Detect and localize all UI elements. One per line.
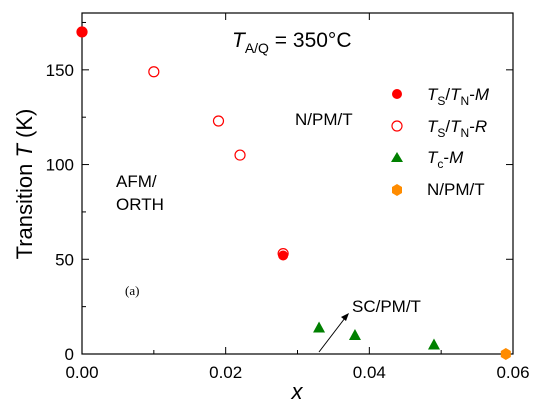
data-point-series-2 — [234, 149, 246, 161]
data-point-series-3 — [348, 329, 361, 341]
y-tick-label: 100 — [46, 156, 74, 175]
annotation-arrow — [318, 317, 346, 353]
chart-title: TA/Q = 350°C — [232, 29, 352, 56]
legend-label-3: Tc-M — [427, 148, 464, 171]
x-tick-label: 0.06 — [496, 363, 529, 382]
legend-label-4: N/PM/T — [427, 180, 485, 199]
legend-entry-3: Tc-M — [391, 148, 464, 171]
y-axis-label-post: (K) — [12, 109, 37, 144]
legend-label-1: TS/TN-M — [427, 85, 490, 108]
annotation-afm: AFM/ — [116, 172, 157, 191]
panel-label: (a) — [125, 283, 139, 298]
data-point-series-2 — [76, 26, 88, 38]
y-tick-label: 50 — [55, 250, 74, 269]
y-axis-label-var: T — [12, 143, 37, 158]
legend-marker-1 — [392, 89, 402, 99]
annotation-orth: ORTH — [116, 195, 164, 214]
legend-marker-2 — [391, 120, 403, 132]
legend-label-2: TS/TN-R — [427, 117, 487, 140]
legend-marker-4 — [392, 184, 402, 196]
annotation-arrowhead — [341, 313, 349, 321]
legend-marker-3 — [391, 152, 403, 162]
y-tick-label: 0 — [65, 345, 74, 364]
data-point-series-1 — [77, 26, 87, 37]
y-axis-label: Transition T (K) — [12, 109, 37, 260]
x-tick-label: 0.04 — [353, 363, 386, 382]
x-axis-label: x — [291, 379, 304, 404]
chart-title-rest: = 350°C — [269, 29, 352, 52]
annotation-scpmt: SC/PM/T — [352, 297, 421, 316]
data-point-series-3 — [313, 321, 326, 333]
chart-title-main: T — [232, 29, 247, 52]
data-point-series-2 — [277, 247, 289, 260]
y-tick-label: 150 — [46, 61, 74, 80]
x-tick-label: 0.02 — [209, 363, 242, 382]
annotation-npmt: N/PM/T — [295, 110, 353, 129]
legend-entry-2: TS/TN-R — [391, 117, 487, 140]
data-point-series-2 — [148, 66, 160, 78]
legend-entry-4: N/PM/T — [392, 180, 485, 199]
y-axis-label-pre: Transition — [12, 158, 37, 260]
x-tick-label: 0.00 — [65, 363, 98, 382]
chart-title-sub: A/Q — [245, 40, 269, 56]
data-point-series-4 — [500, 348, 511, 360]
legend: TS/TN-M TS/TN-R Tc-M N/PM/T — [391, 85, 490, 199]
data-point-series-3 — [427, 338, 440, 350]
data-point-series-2 — [212, 115, 225, 127]
legend-entry-1: TS/TN-M — [392, 85, 490, 108]
